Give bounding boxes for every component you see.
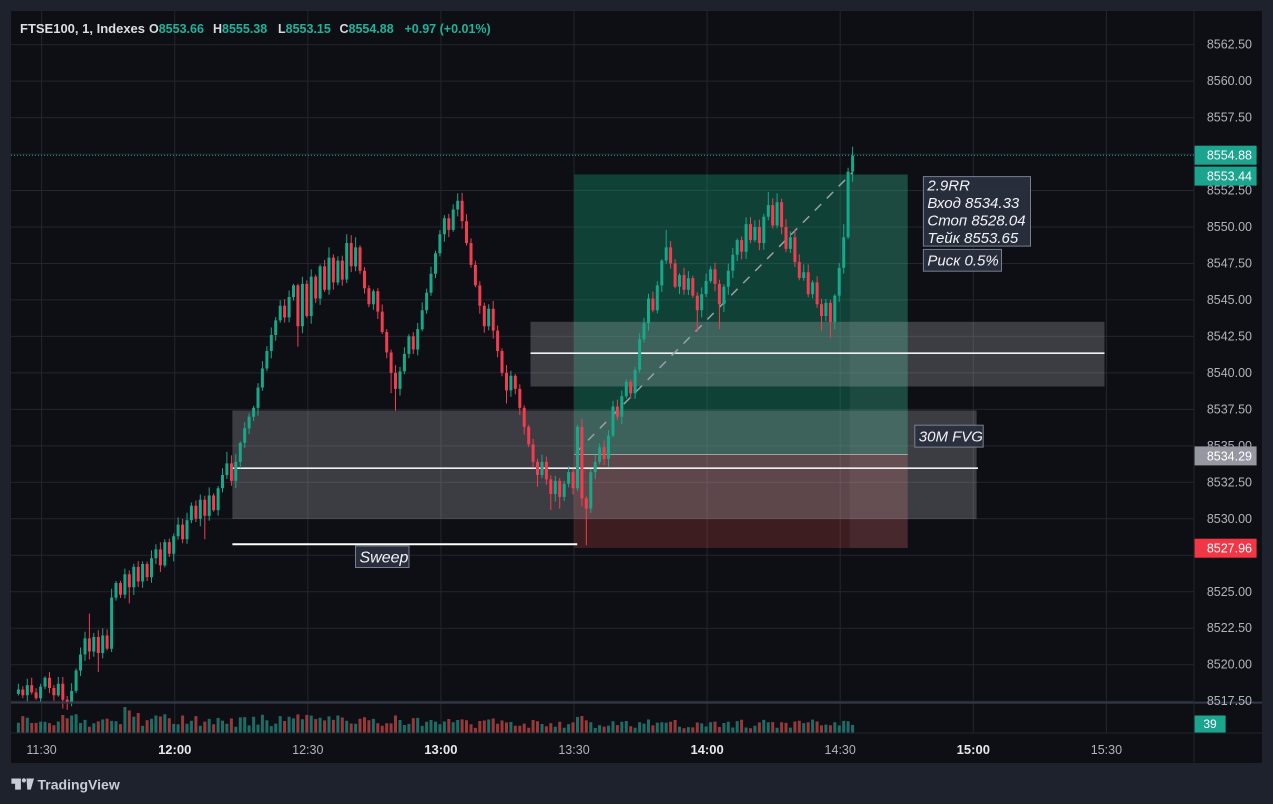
svg-text:8530.00: 8530.00: [1207, 512, 1252, 526]
svg-text:8550.00: 8550.00: [1207, 220, 1252, 234]
svg-text:11:30: 11:30: [26, 743, 56, 757]
svg-text:8547.50: 8547.50: [1207, 257, 1252, 271]
svg-text:12:30: 12:30: [292, 743, 323, 757]
svg-text:H8555.38: H8555.38: [213, 22, 267, 36]
svg-text:C8554.88: C8554.88: [340, 22, 394, 36]
svg-text:Тейк 8553.65: Тейк 8553.65: [927, 230, 1018, 247]
svg-text:L8553.15: L8553.15: [278, 22, 331, 36]
svg-text:30M FVG: 30M FVG: [919, 429, 984, 446]
svg-text:8525.00: 8525.00: [1207, 585, 1252, 599]
svg-text:8553.44: 8553.44: [1207, 170, 1252, 184]
svg-text:8522.50: 8522.50: [1207, 621, 1252, 635]
svg-text:12:00: 12:00: [158, 742, 191, 757]
svg-text:8562.50: 8562.50: [1207, 38, 1252, 52]
svg-text:8517.50: 8517.50: [1207, 694, 1252, 708]
svg-text:Риск 0.5%: Риск 0.5%: [927, 253, 998, 270]
svg-text:13:00: 13:00: [424, 742, 457, 757]
svg-text:8554.88: 8554.88: [1207, 149, 1252, 163]
svg-text:8520.00: 8520.00: [1207, 658, 1252, 672]
svg-text:8557.50: 8557.50: [1207, 111, 1252, 125]
svg-text:8534.29: 8534.29: [1207, 449, 1252, 463]
svg-text:Sweep: Sweep: [360, 550, 409, 567]
svg-text:8527.96: 8527.96: [1207, 542, 1252, 556]
svg-text:+0.97 (+0.01%): +0.97 (+0.01%): [405, 22, 491, 36]
svg-text:15:00: 15:00: [957, 742, 990, 757]
svg-text:8545.00: 8545.00: [1207, 293, 1252, 307]
svg-text:2.9RR: 2.9RR: [926, 178, 970, 195]
svg-text:14:30: 14:30: [825, 743, 856, 757]
svg-text:Стоп 8528.04: Стоп 8528.04: [927, 212, 1025, 229]
svg-text:13:30: 13:30: [558, 743, 589, 757]
svg-text:Вход 8534.33: Вход 8534.33: [927, 195, 1020, 212]
svg-text:8542.50: 8542.50: [1207, 329, 1252, 343]
svg-text:FTSE100, 1, Indexes: FTSE100, 1, Indexes: [20, 21, 145, 36]
svg-text:15:30: 15:30: [1091, 743, 1122, 757]
svg-text:8540.00: 8540.00: [1207, 366, 1252, 380]
svg-text:14:00: 14:00: [690, 742, 723, 757]
svg-text:8552.50: 8552.50: [1207, 184, 1252, 198]
svg-text:8532.50: 8532.50: [1207, 475, 1252, 489]
svg-text:39: 39: [1203, 717, 1217, 731]
svg-text:8560.00: 8560.00: [1207, 74, 1252, 88]
svg-text:8537.50: 8537.50: [1207, 402, 1252, 416]
svg-text:TradingView: TradingView: [38, 777, 120, 793]
svg-text:O8553.66: O8553.66: [149, 22, 204, 36]
